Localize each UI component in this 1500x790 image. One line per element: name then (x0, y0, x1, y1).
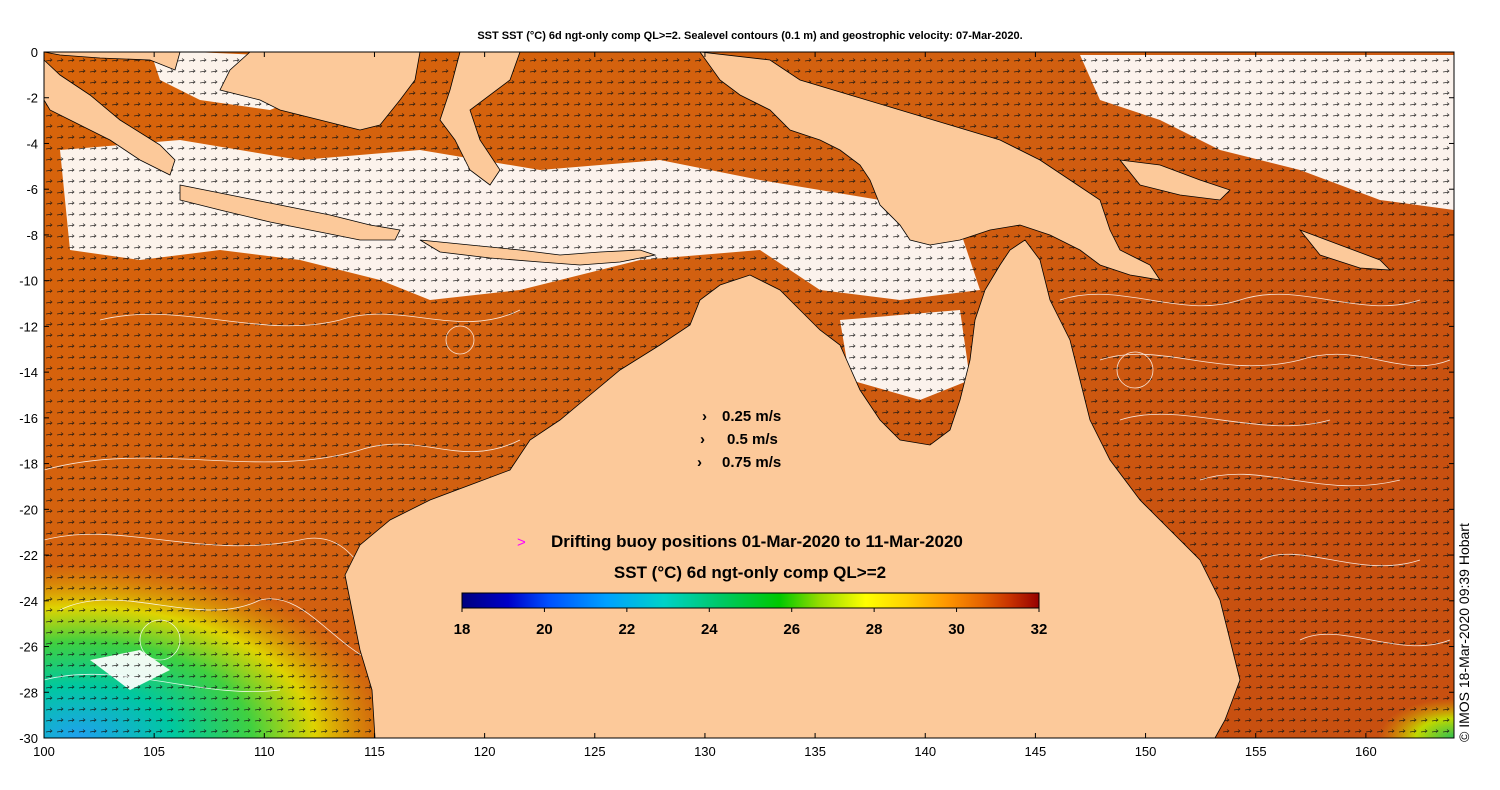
x-tick-label: 135 (804, 744, 826, 759)
colorbar-tick-label: 20 (536, 621, 553, 638)
x-tick-label: 125 (584, 744, 606, 759)
y-tick-label: -12 (19, 319, 38, 334)
x-tick-label: 140 (914, 744, 936, 759)
velocity-label-3: 0.75 m/s (722, 454, 781, 471)
y-tick-label: -2 (26, 91, 38, 106)
land-malaysia (44, 52, 181, 71)
land-java (179, 184, 401, 241)
x-tick-label: 105 (143, 744, 165, 759)
y-tick-label: -28 (19, 685, 38, 700)
buoy-legend: > Drifting buoy positions 01-Mar-2020 to… (517, 532, 963, 551)
colorbar-tick-label: 28 (866, 621, 883, 638)
axes: 100 105 110 115 120 125 130 135 140 145 150 155 160 0… (19, 45, 1454, 759)
land-new-britain (1119, 159, 1231, 201)
land-australia (344, 239, 1241, 738)
velocity-symbol-3: › (697, 454, 702, 471)
colorbar-tick-label: 30 (948, 621, 965, 638)
x-tick-label: 110 (254, 744, 275, 759)
velocity-label-1: 0.25 m/s (722, 408, 781, 425)
colorbar-tick-label: 26 (783, 621, 800, 638)
x-tick-label: 155 (1245, 744, 1267, 759)
colorbar-tick-label: 22 (619, 621, 636, 638)
sealevel-contours (44, 293, 1451, 693)
colorbar-tick-label: 24 (701, 621, 718, 638)
land-lesser-sunda (419, 239, 657, 266)
land-solomons (1298, 229, 1392, 271)
land-sumatra (44, 59, 176, 176)
y-tick-label: -30 (19, 731, 38, 746)
map-title: SST SST (°C) 6d ngt-only comp QL>=2. Sea… (477, 30, 1023, 42)
colorbar-title: SST (°C) 6d ngt-only comp QL>=2 (614, 563, 886, 582)
colorbar-tick-label: 18 (454, 621, 471, 638)
y-tick-label: -26 (19, 640, 38, 655)
y-tick-label: -16 (19, 411, 38, 426)
y-tick-label: -18 (19, 457, 38, 472)
x-tick-label: 130 (694, 744, 716, 759)
y-tick-label: -10 (19, 274, 38, 289)
velocity-symbol-2: › (700, 431, 705, 448)
y-tick-label: -14 (19, 365, 38, 380)
velocity-label-2: 0.5 m/s (727, 431, 778, 448)
x-tick-label: 115 (364, 744, 385, 759)
colorbar: SST (°C) 6d ngt-only comp QL>=2 18 20 22 24… (454, 563, 1048, 638)
velocity-legend: › 0.25 m/s › 0.5 m/s › 0.75 m/s (697, 408, 781, 471)
land (44, 52, 1392, 738)
x-tick-label: 160 (1355, 744, 1377, 759)
colorbar-gradient (461, 592, 1040, 609)
y-tick-label: -4 (26, 136, 38, 151)
x-tick-label: 120 (474, 744, 496, 759)
y-tick-label: 0 (31, 45, 38, 60)
x-tick-label: 100 (33, 744, 55, 759)
y-tick-label: -20 (19, 502, 38, 517)
land-borneo (219, 52, 421, 131)
land-sulawesi (439, 52, 521, 186)
y-tick-label: -24 (19, 594, 38, 609)
buoy-label: Drifting buoy positions 01-Mar-2020 to 1… (551, 532, 963, 551)
credit-text: © IMOS 18-Mar-2020 09:39 Hobart (1456, 523, 1472, 742)
plot-frame (43, 51, 1455, 739)
y-tick-label: -22 (19, 548, 38, 563)
x-tick-label: 150 (1135, 744, 1157, 759)
colorbar-ticks: 18 20 22 24 26 28 30 32 (454, 608, 1048, 638)
x-tick-label: 145 (1025, 744, 1047, 759)
y-tick-label: -8 (26, 228, 38, 243)
y-tick-label: -6 (26, 182, 38, 197)
velocity-symbol-1: › (702, 408, 707, 425)
colorbar-tick-label: 32 (1031, 621, 1048, 638)
land-new-guinea (699, 52, 1161, 281)
buoy-symbol: > (517, 534, 526, 551)
